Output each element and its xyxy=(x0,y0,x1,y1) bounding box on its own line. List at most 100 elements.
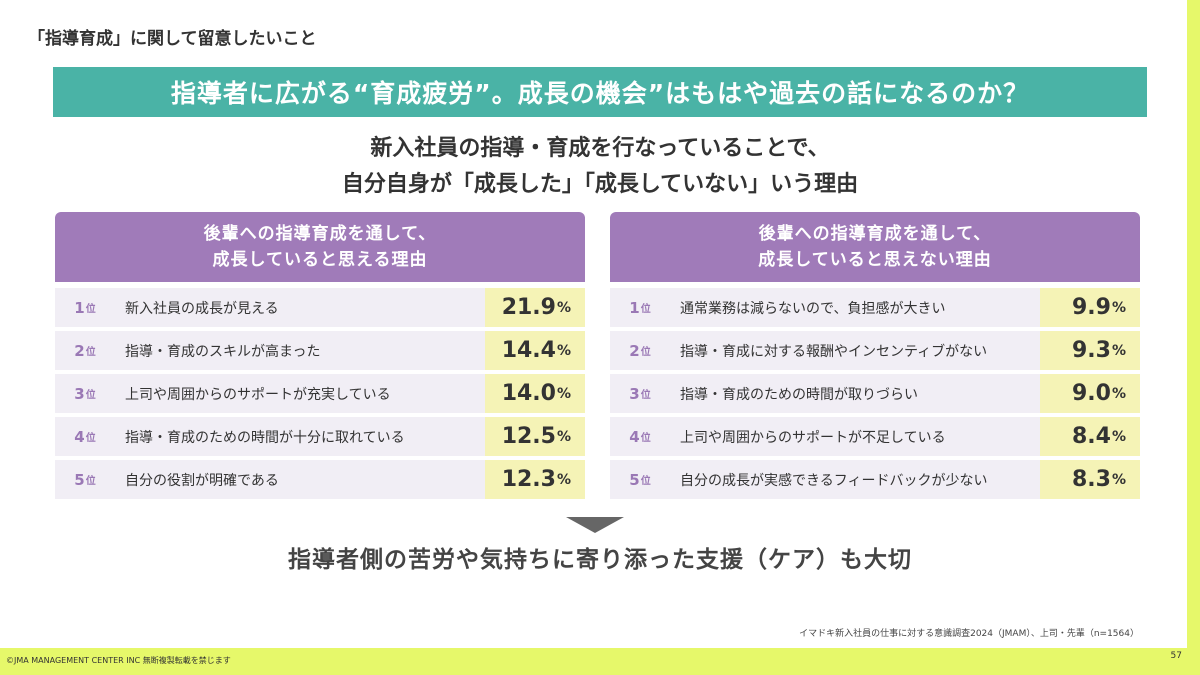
ranking-row: 3 位指導・育成のための時間が取りづらい 9.0% xyxy=(610,374,1140,413)
headline-banner: 指導者に広がる“育成疲労”。成長の機会”はもはや過去の話になるのか？ xyxy=(53,67,1147,117)
percentage-unit: % xyxy=(1111,342,1126,359)
percentage-value: 9.3 xyxy=(1071,338,1111,363)
reason-text: 指導・育成のための時間が十分に取れている xyxy=(125,429,405,446)
panel-title-line-2: 成長していると思えない理由 xyxy=(758,250,992,270)
ranking-row: 1 位新入社員の成長が見える 21.9% xyxy=(55,288,585,327)
reason-text: 指導・育成に対する報酬やインセンティブがない xyxy=(680,343,988,360)
ranking-row: 1 位通常業務は減らないので、負担感が大きい 9.9% xyxy=(610,288,1140,327)
ranking-row: 3 位上司や周囲からのサポートが充実している 14.0% xyxy=(55,374,585,413)
rank-number: 3 xyxy=(74,384,85,403)
percentage-unit: % xyxy=(556,471,571,488)
copyright: ©JMA MANAGEMENT CENTER INC 無断複製転載を禁じます xyxy=(6,656,231,665)
percentage-cell: 9.0% xyxy=(1040,374,1140,413)
growth-reasons-panel: 後輩への指導育成を通して、 成長していると思える理由 1 位新入社員の成長が見える… xyxy=(55,212,585,503)
reason-text: 自分の役割が明確である xyxy=(125,472,279,489)
ranking-row: 2 位指導・育成のスキルが高まった 14.4% xyxy=(55,331,585,370)
rank-number: 2 xyxy=(74,341,85,360)
rank-suffix: 位 xyxy=(85,347,96,358)
ranking-row: 5 位自分の役割が明確である 12.3% xyxy=(55,460,585,499)
percentage-value: 9.0 xyxy=(1071,381,1111,406)
rank-number: 5 xyxy=(74,470,85,489)
rank-suffix: 位 xyxy=(640,433,651,444)
percentage-unit: % xyxy=(556,385,571,402)
percentage-cell: 14.4% xyxy=(485,331,585,370)
rank-number: 4 xyxy=(629,427,640,446)
rank-number: 3 xyxy=(629,384,640,403)
rank-number: 1 xyxy=(629,298,640,317)
percentage-cell: 12.3% xyxy=(485,460,585,499)
percentage-unit: % xyxy=(556,299,571,316)
subtitle-line-2: 自分自身が「成長した」「成長していない」いう理由 xyxy=(341,172,859,197)
panel-header: 後輩への指導育成を通して、 成長していると思えない理由 xyxy=(610,212,1140,282)
percentage-cell: 9.3% xyxy=(1040,331,1140,370)
ranking-row: 4 位指導・育成のための時間が十分に取れている 12.5% xyxy=(55,417,585,456)
rank-number: 4 xyxy=(74,427,85,446)
ranking-row: 5 位自分の成長が実感できるフィードバックが少ない 8.3% xyxy=(610,460,1140,499)
percentage-unit: % xyxy=(1111,428,1126,445)
percentage-value: 21.9 xyxy=(501,295,556,320)
percentage-cell: 9.9% xyxy=(1040,288,1140,327)
down-arrow-icon xyxy=(566,517,624,533)
reason-text: 通常業務は減らないので、負担感が大きい xyxy=(680,300,946,317)
percentage-value: 14.4 xyxy=(501,338,556,363)
panel-title-line-1: 後輩への指導育成を通して、 xyxy=(203,224,437,244)
rank-suffix: 位 xyxy=(640,347,651,358)
percentage-unit: % xyxy=(1111,385,1126,402)
rank-suffix: 位 xyxy=(640,304,651,315)
panel-title-line-1: 後輩への指導育成を通して、 xyxy=(758,224,992,244)
page-number: 57 xyxy=(1170,651,1182,661)
reason-text: 上司や周囲からのサポートが充実している xyxy=(125,386,391,403)
rank-number: 2 xyxy=(629,341,640,360)
rank-suffix: 位 xyxy=(640,390,651,401)
percentage-value: 8.3 xyxy=(1071,467,1111,492)
ranking-list: 1 位通常業務は減らないので、負担感が大きい 9.9% 2 位指導・育成に対する報酬やイ… xyxy=(610,288,1140,499)
reason-text: 指導・育成のスキルが高まった xyxy=(125,343,321,360)
rank-number: 1 xyxy=(74,298,85,317)
subtitle-line-1: 新入社員の指導・育成を行なっていることで、 xyxy=(370,136,830,161)
percentage-value: 9.9 xyxy=(1071,295,1111,320)
percentage-cell: 21.9% xyxy=(485,288,585,327)
subtitle: 新入社員の指導・育成を行なっていることで、 自分自身が「成長した」「成長していな… xyxy=(0,131,1200,203)
percentage-value: 12.3 xyxy=(501,467,556,492)
no-growth-reasons-panel: 後輩への指導育成を通して、 成長していると思えない理由 1 位通常業務は減らないの… xyxy=(610,212,1140,503)
percentage-cell: 8.3% xyxy=(1040,460,1140,499)
panel-header: 後輩への指導育成を通して、 成長していると思える理由 xyxy=(55,212,585,282)
ranking-list: 1 位新入社員の成長が見える 21.9% 2 位指導・育成のスキルが高まった 14.4% 3… xyxy=(55,288,585,499)
rank-suffix: 位 xyxy=(85,390,96,401)
rank-suffix: 位 xyxy=(85,304,96,315)
percentage-unit: % xyxy=(556,428,571,445)
ranking-row: 4 位上司や周囲からのサポートが不足している 8.4% xyxy=(610,417,1140,456)
reason-text: 指導・育成のための時間が取りづらい xyxy=(680,386,918,403)
conclusion: 指導者側の苦労や気持ちに寄り添った支援（ケア）も大切 xyxy=(288,547,912,573)
rank-suffix: 位 xyxy=(85,433,96,444)
panel-title-line-2: 成長していると思える理由 xyxy=(212,250,428,270)
rank-suffix: 位 xyxy=(640,476,651,487)
rank-number: 5 xyxy=(629,470,640,489)
section-label: 「指導育成」に関して留意したいこと xyxy=(28,29,317,49)
percentage-cell: 14.0% xyxy=(485,374,585,413)
reason-text: 上司や周囲からのサポートが不足している xyxy=(680,429,946,446)
slide: 「指導育成」に関して留意したいこと 指導者に広がる“育成疲労”。成長の機会”はも… xyxy=(0,0,1187,648)
percentage-value: 8.4 xyxy=(1071,424,1111,449)
percentage-value: 14.0 xyxy=(501,381,556,406)
percentage-value: 12.5 xyxy=(501,424,556,449)
percentage-unit: % xyxy=(1111,471,1126,488)
percentage-cell: 12.5% xyxy=(485,417,585,456)
rank-suffix: 位 xyxy=(85,476,96,487)
ranking-row: 2 位指導・育成に対する報酬やインセンティブがない 9.3% xyxy=(610,331,1140,370)
reason-text: 自分の成長が実感できるフィードバックが少ない xyxy=(680,472,988,489)
source-note: イマドキ新入社員の仕事に対する意識調査2024（JMAM）、上司・先輩（n=15… xyxy=(799,629,1139,639)
percentage-unit: % xyxy=(556,342,571,359)
reason-text: 新入社員の成長が見える xyxy=(125,300,279,317)
percentage-unit: % xyxy=(1111,299,1126,316)
